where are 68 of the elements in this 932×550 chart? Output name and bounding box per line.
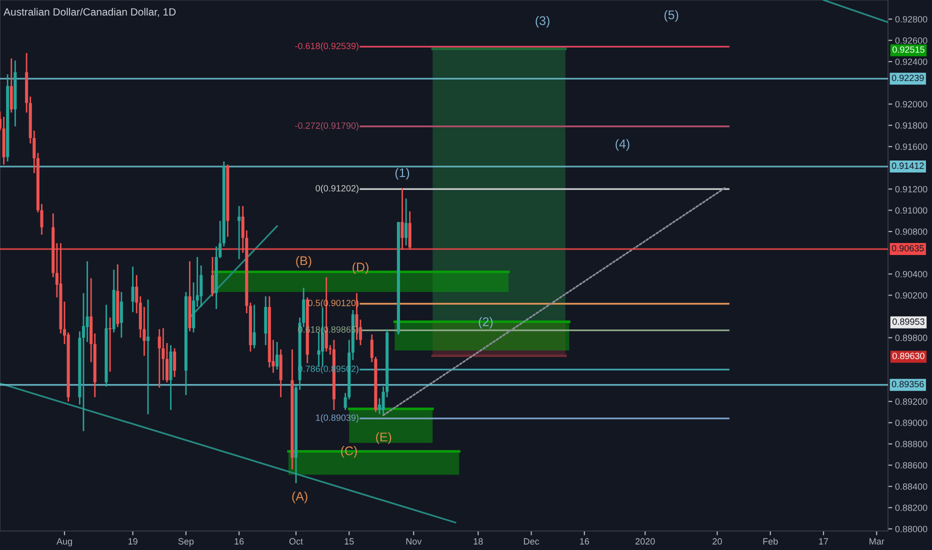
x-tick-label: Aug <box>56 538 72 546</box>
candlestick <box>131 266 134 313</box>
y-tick-label: 0.92400 <box>895 58 928 65</box>
x-tick-label: Oct <box>289 538 303 545</box>
annotation: (2) <box>478 317 493 329</box>
y-tick-label: 0.92600 <box>895 37 928 44</box>
y-tick-label: 0.88400 <box>895 483 928 490</box>
annotation: (B) <box>296 256 312 268</box>
y-tick-label: 0.89800 <box>895 334 928 342</box>
y-tick-label: 0.90200 <box>895 292 928 299</box>
annotation: (C) <box>341 446 357 458</box>
y2-tick-label: 0.89953 <box>892 318 924 325</box>
ref-line-label: 0.90635 <box>892 245 924 252</box>
annotation: (5) <box>664 10 678 22</box>
y-tick-label: 0.89200 <box>895 398 928 405</box>
y-tick-label: 0.88800 <box>895 440 928 448</box>
ref-line-label: 0.92239 <box>892 74 924 82</box>
x-tick-label: 16 <box>580 538 590 545</box>
candlestick <box>86 260 89 343</box>
candlestick <box>146 298 150 415</box>
candlestick <box>238 205 241 260</box>
candlestick <box>173 348 176 378</box>
candlestick <box>404 198 408 246</box>
y-tick-label: 0.88600 <box>895 462 928 469</box>
y-tick-label: 0.88200 <box>895 504 928 511</box>
annotation: (A) <box>292 492 308 504</box>
x-tick-label: 2020 <box>636 538 655 545</box>
x-tick-label: 18 <box>474 538 483 545</box>
candlestick <box>108 316 112 372</box>
y-tick-label: 0.91600 <box>895 144 928 150</box>
x-tick-label: 17 <box>819 538 828 544</box>
x-tick-label: Mar <box>870 538 884 545</box>
x-tick-label: 16 <box>234 538 244 545</box>
x-tick-label: Sep <box>178 538 194 546</box>
series-label: 1(0.89039) <box>316 414 358 423</box>
x-tick-label: 15 <box>344 538 354 545</box>
series-label: 0(0.91202) <box>316 184 358 194</box>
y-tick-label: 0.90800 <box>895 228 928 235</box>
series-label: -0.272(0.91790) <box>295 122 358 131</box>
x-tick-label: Nov <box>406 538 422 545</box>
y2-tick-label: 0.89630 <box>892 352 924 360</box>
candlestick <box>276 341 279 370</box>
y-tick-label: 0.90400 <box>895 270 928 278</box>
y-tick-label: 0.91800 <box>895 122 928 129</box>
x-tick-label: Feb <box>763 538 778 545</box>
y-tick-label: 0.89000 <box>895 420 928 426</box>
x-tick-label: 19 <box>128 538 138 545</box>
ref-line-label: 0.91412 <box>892 162 924 169</box>
candlestick <box>10 58 13 114</box>
series-label: -0.618(0.92539) <box>295 42 358 51</box>
annotation: (4) <box>616 139 630 151</box>
ref-line-label: 0.89356 <box>892 380 924 388</box>
y-tick-label: 0.92000 <box>895 101 928 108</box>
y-tick-label: 0.91200 <box>895 186 928 192</box>
y-tick-label: 0.92800 <box>895 16 928 22</box>
candlestick <box>120 291 123 338</box>
y-tick-label: 0.88000 <box>895 526 928 532</box>
y2-tick-label: 0.92515 <box>892 46 924 53</box>
annotation: (1) <box>395 168 410 180</box>
candlestick <box>158 328 161 388</box>
text: Australian Dollar/Canadian Dollar, 1D <box>4 8 176 17</box>
annotation: (3) <box>536 16 550 28</box>
y-tick-label: 0.91000 <box>895 207 928 214</box>
candlestick <box>210 256 214 297</box>
x-tick-label: 20 <box>712 538 722 545</box>
candlestick <box>252 304 256 350</box>
x-tick-label: Dec <box>524 538 540 545</box>
annotation: (E) <box>376 432 392 444</box>
